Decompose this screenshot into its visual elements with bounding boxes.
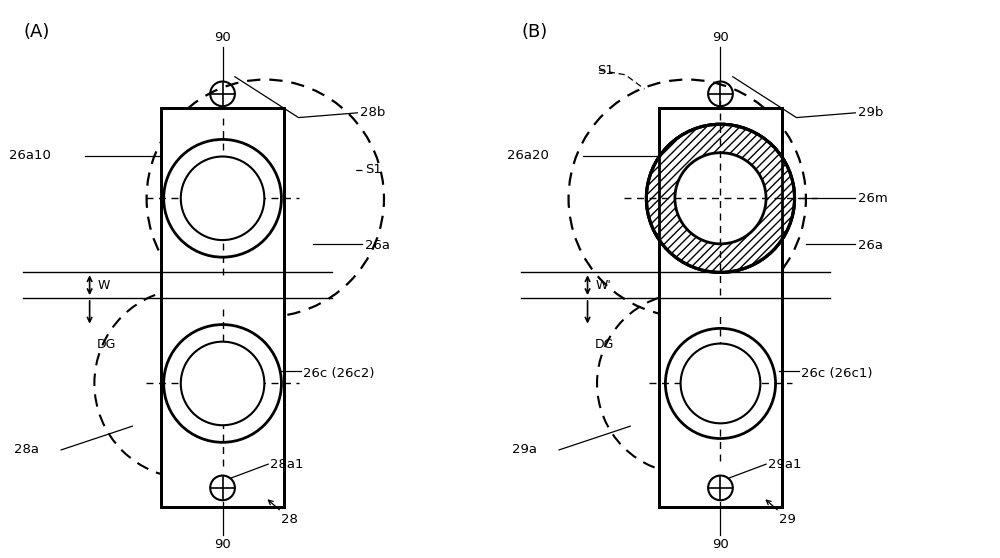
Text: 26a: 26a: [365, 239, 390, 252]
Circle shape: [675, 153, 766, 244]
Circle shape: [164, 140, 281, 257]
Text: 26c (26c2): 26c (26c2): [303, 368, 375, 381]
Text: 26a10: 26a10: [9, 149, 51, 162]
Circle shape: [665, 328, 776, 439]
Circle shape: [646, 124, 795, 272]
Text: W: W: [97, 278, 110, 292]
Text: 29a1: 29a1: [768, 458, 801, 470]
Text: 28a1: 28a1: [270, 458, 304, 470]
Circle shape: [681, 344, 760, 424]
Text: 90: 90: [712, 538, 729, 551]
Text: 90: 90: [214, 538, 231, 551]
Circle shape: [181, 341, 264, 425]
Circle shape: [646, 124, 795, 272]
Text: 26a: 26a: [858, 239, 883, 252]
Text: S1: S1: [597, 64, 614, 76]
Circle shape: [164, 325, 281, 442]
Text: (A): (A): [23, 23, 50, 41]
Text: 26m: 26m: [858, 192, 888, 205]
Text: W': W': [595, 278, 611, 292]
Bar: [161, 108, 284, 507]
Text: S1: S1: [365, 163, 382, 176]
Text: 29b: 29b: [858, 107, 884, 119]
Text: 90: 90: [214, 31, 231, 45]
Bar: [161, 108, 284, 507]
Text: 29a: 29a: [512, 444, 537, 456]
Text: 26a20: 26a20: [507, 149, 549, 162]
Text: 29: 29: [779, 513, 796, 526]
Text: 28a: 28a: [14, 444, 39, 456]
Text: 28: 28: [281, 513, 298, 526]
Text: DG: DG: [595, 338, 615, 351]
Text: (B): (B): [521, 23, 547, 41]
Circle shape: [181, 156, 264, 240]
Text: DG: DG: [97, 338, 117, 351]
Bar: [659, 108, 782, 507]
Text: 28b: 28b: [360, 107, 386, 119]
Text: 26c (26c1): 26c (26c1): [801, 368, 873, 381]
Text: 90: 90: [712, 31, 729, 45]
Bar: [659, 108, 782, 507]
